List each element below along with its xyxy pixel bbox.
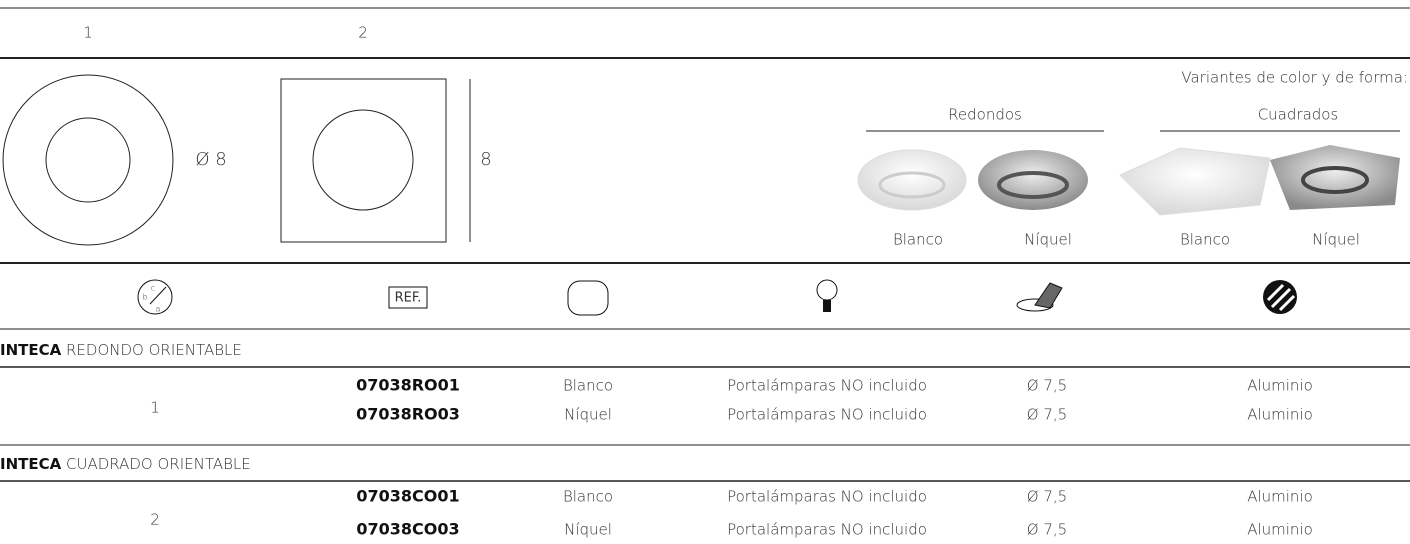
rules: [0, 7, 1410, 482]
section-name: CUADRADO ORIENTABLE: [61, 455, 251, 473]
inner-circle: [312, 109, 414, 211]
cut-icon-blade: [1034, 282, 1063, 309]
cell: Aluminio: [1247, 377, 1313, 395]
image-detail: [997, 171, 1069, 199]
section-name: REDONDO ORIENTABLE: [61, 341, 242, 359]
square: [280, 78, 447, 243]
cell: Ø 7,5: [1027, 521, 1067, 539]
inner-circle: [45, 117, 131, 203]
side-label: 8: [480, 149, 491, 170]
image-detail: [878, 171, 946, 199]
material-icon-stripes: [1266, 283, 1296, 312]
image-square-white: [1119, 147, 1271, 216]
group-name: Cuadrados: [1258, 106, 1339, 124]
icons: b c a REF.: [137, 279, 1297, 316]
cell: Blanco: [563, 488, 613, 506]
reference: 07038CO03: [356, 520, 459, 539]
dimension-icon: [137, 279, 173, 315]
variants-title: Variantes de color y de forma:: [1181, 69, 1408, 87]
group-number: 2: [150, 511, 160, 529]
outer-circle: [2, 74, 174, 246]
cell: Portalámparas NO incluido: [727, 406, 927, 424]
variant-label: Blanco: [893, 231, 943, 249]
bulb-icon: [816, 279, 838, 301]
cell: Aluminio: [1247, 521, 1313, 539]
image-round-nickel: [978, 150, 1088, 210]
cell: Ø 7,5: [1027, 377, 1067, 395]
variant-label: Níquel: [1312, 231, 1360, 249]
cell: Portalámparas NO incluido: [727, 521, 927, 539]
section-title: INTECA CUADRADO ORIENTABLE: [0, 455, 251, 473]
group-name: Redondos: [948, 106, 1022, 124]
reference: 07038RO01: [356, 376, 460, 395]
cell: Aluminio: [1247, 488, 1313, 506]
icon-arrow: [149, 286, 167, 305]
finish-icon: [567, 280, 609, 316]
section-brand: INTECA: [0, 341, 62, 359]
cell: Ø 7,5: [1027, 406, 1067, 424]
reference: 07038RO03: [356, 405, 460, 424]
cell: Portalámparas NO incluido: [727, 488, 927, 506]
variant-label: Níquel: [1024, 231, 1072, 249]
cell: Portalámparas NO incluido: [727, 377, 927, 395]
col-label: 1: [83, 24, 93, 42]
image-detail: [1301, 166, 1369, 194]
image-square-nickel: [1270, 145, 1400, 210]
cell: Ø 7,5: [1027, 488, 1067, 506]
cut-icon: [1016, 298, 1054, 312]
icon-letter: c: [151, 284, 155, 293]
cell: Níquel: [564, 521, 612, 539]
product-images: [857, 145, 1400, 216]
icon-letter: b: [142, 293, 147, 302]
section-brand: INTECA: [0, 455, 62, 473]
variant-label: Blanco: [1180, 231, 1230, 249]
col-label: 2: [358, 24, 368, 42]
cell: Níquel: [564, 406, 612, 424]
ref-label: REF.: [395, 291, 422, 306]
image-round-white: [857, 149, 967, 211]
ref-icon: [388, 286, 428, 309]
cell: Aluminio: [1247, 406, 1313, 424]
diameter-label: Ø 8: [195, 149, 226, 170]
drawings: [2, 74, 471, 246]
cell: Blanco: [563, 377, 613, 395]
bulb-base: [823, 300, 831, 312]
reference: 07038CO01: [356, 487, 459, 506]
group-number: 1: [150, 399, 160, 417]
section-title: INTECA REDONDO ORIENTABLE: [0, 341, 242, 359]
icon-letter: a: [156, 305, 161, 314]
